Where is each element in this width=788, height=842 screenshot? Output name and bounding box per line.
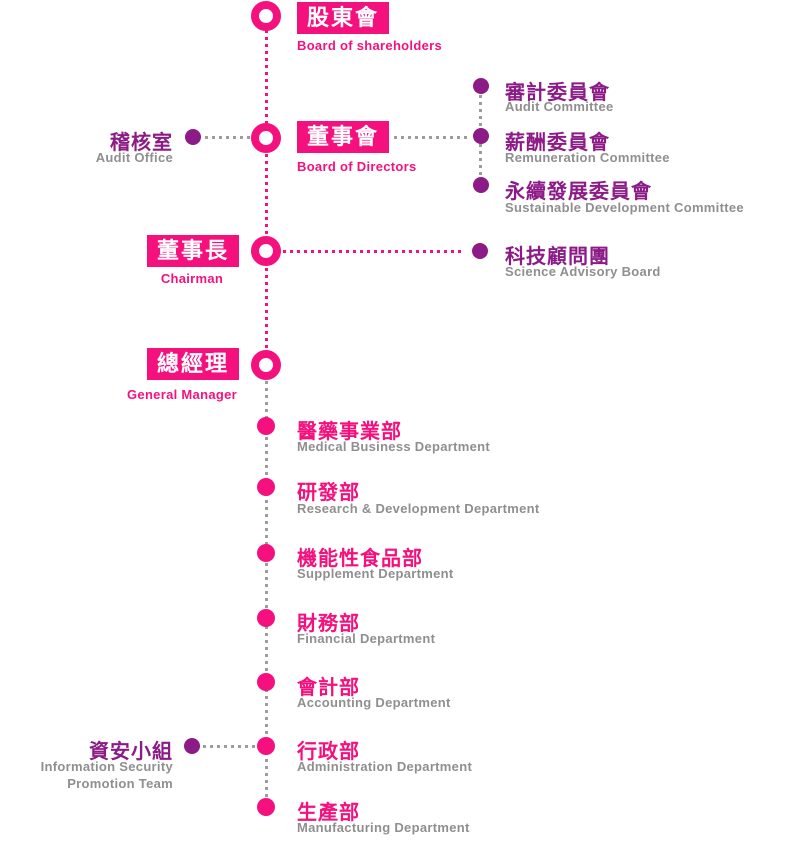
dept-supplement-dot xyxy=(257,544,275,562)
infosec-label-zh: 資安小組 xyxy=(89,741,173,763)
general-manager-label-en: General Manager xyxy=(127,387,237,402)
trunk-line-board-chairman xyxy=(265,154,268,237)
board-label-en: Board of Directors xyxy=(297,159,417,174)
committee-remuneration-label-zh: 薪酬委員會 xyxy=(505,132,610,154)
committee-audit-dot xyxy=(473,78,489,94)
trunk-line-departments xyxy=(265,381,268,805)
committee-audit-label-en: Audit Committee xyxy=(505,99,614,114)
dept-accounting-label-en: Accounting Department xyxy=(297,695,451,710)
committee-sustainable-label-zh: 永續發展委員會 xyxy=(505,181,652,203)
general-manager-box: 總經理 xyxy=(147,348,240,381)
chairman-label-en: Chairman xyxy=(160,271,224,286)
committee-audit-label-zh: 審計委員會 xyxy=(505,82,610,104)
shareholders-label-en: Board of shareholders xyxy=(297,38,442,53)
dept-financial-dot xyxy=(257,609,275,627)
shareholders-node-dot xyxy=(251,1,281,31)
committee-remuneration-dot xyxy=(473,128,489,144)
dept-supplement-label-zh: 機能性食品部 xyxy=(297,548,423,570)
dept-financial-label-zh: 財務部 xyxy=(297,613,360,635)
science-board-dot xyxy=(472,243,488,259)
dept-medical-dot xyxy=(257,417,275,435)
dept-rnd-dot xyxy=(257,478,275,496)
dept-manufacturing-label-zh: 生產部 xyxy=(297,802,360,824)
dept-accounting-label-zh: 會計部 xyxy=(297,677,360,699)
line-audit-office xyxy=(205,136,251,139)
infosec-label-en-line2: Promotion Team xyxy=(67,776,173,791)
audit-office-label-zh: 稽核室 xyxy=(110,132,173,154)
dept-administration-dot xyxy=(257,737,275,755)
dept-manufacturing-dot xyxy=(257,798,275,816)
board-box: 董事會 xyxy=(297,121,390,154)
shareholders-box: 股東會 xyxy=(297,2,390,35)
science-board-label-zh: 科技顧問團 xyxy=(505,246,610,268)
committee-sustainable-label-en: Sustainable Development Committee xyxy=(505,200,744,215)
dept-medical-label-zh: 醫藥事業部 xyxy=(297,421,402,443)
audit-office-label-en: Audit Office xyxy=(95,150,173,165)
dept-accounting-dot xyxy=(257,673,275,691)
audit-office-dot xyxy=(185,129,201,145)
dept-financial-label-en: Financial Department xyxy=(297,631,436,646)
chairman-box: 董事長 xyxy=(147,235,240,268)
science-board-label-en: Science Advisory Board xyxy=(505,264,661,279)
infosec-label-en-line1: Information Security xyxy=(40,759,173,774)
dept-manufacturing-label-en: Manufacturing Department xyxy=(297,820,470,835)
committee-remuneration-label-en: Remuneration Committee xyxy=(505,150,670,165)
line-board-committees xyxy=(394,136,470,139)
board-node-dot xyxy=(251,123,281,153)
trunk-line-shareholders-board xyxy=(265,30,268,124)
committee-sustainable-dot xyxy=(473,177,489,193)
dept-medical-label-en: Medical Business Department xyxy=(297,439,491,454)
dept-supplement-label-en: Supplement Department xyxy=(297,566,454,581)
dept-rnd-label-en: Research & Development Department xyxy=(297,501,540,516)
line-chairman-science-board xyxy=(283,250,465,253)
infosec-dot xyxy=(184,738,200,754)
general-manager-node-dot xyxy=(251,350,281,380)
trunk-line-chairman-gm xyxy=(265,268,268,351)
chairman-node-dot xyxy=(251,236,281,266)
dept-administration-label-en: Administration Department xyxy=(297,759,473,774)
line-infosec xyxy=(203,745,255,748)
dept-administration-label-zh: 行政部 xyxy=(297,741,360,763)
dept-rnd-label-zh: 研發部 xyxy=(297,482,360,504)
